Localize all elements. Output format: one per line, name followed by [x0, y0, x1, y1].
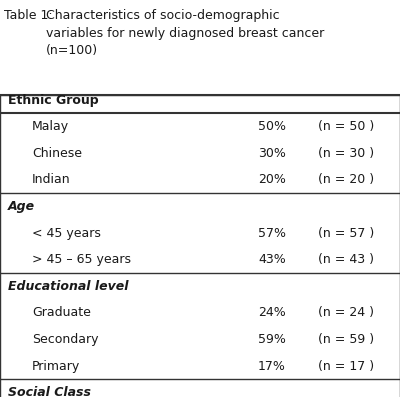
Text: Table 1:: Table 1:: [4, 9, 53, 22]
Text: (n = 17 ): (n = 17 ): [318, 360, 374, 372]
Text: 30%: 30%: [258, 147, 286, 160]
Text: Indian: Indian: [32, 173, 71, 186]
Text: Graduate: Graduate: [32, 306, 91, 319]
Text: < 45 years: < 45 years: [32, 227, 101, 239]
Text: Social Class: Social Class: [8, 386, 91, 397]
Text: Secondary: Secondary: [32, 333, 98, 346]
Text: (n = 43 ): (n = 43 ): [318, 253, 374, 266]
Text: (n = 57 ): (n = 57 ): [318, 227, 374, 239]
Text: 20%: 20%: [258, 173, 286, 186]
Text: Malay: Malay: [32, 120, 69, 133]
Text: (n = 50 ): (n = 50 ): [318, 120, 374, 133]
Text: (n = 24 ): (n = 24 ): [318, 306, 374, 319]
Text: 17%: 17%: [258, 360, 286, 372]
Text: Characteristics of socio-demographic
variables for newly diagnosed breast cancer: Characteristics of socio-demographic var…: [46, 9, 324, 57]
Text: (n = 59 ): (n = 59 ): [318, 333, 374, 346]
Text: > 45 – 65 years: > 45 – 65 years: [32, 253, 131, 266]
Text: 59%: 59%: [258, 333, 286, 346]
Text: 57%: 57%: [258, 227, 286, 239]
Text: (n = 20 ): (n = 20 ): [318, 173, 374, 186]
Text: 43%: 43%: [258, 253, 286, 266]
Text: Chinese: Chinese: [32, 147, 82, 160]
Text: Age: Age: [8, 200, 35, 213]
Text: 24%: 24%: [258, 306, 286, 319]
Text: Educational level: Educational level: [8, 280, 128, 293]
Text: 50%: 50%: [258, 120, 286, 133]
Text: Ethnic Group: Ethnic Group: [8, 94, 99, 106]
Text: (n = 30 ): (n = 30 ): [318, 147, 374, 160]
Text: Primary: Primary: [32, 360, 80, 372]
